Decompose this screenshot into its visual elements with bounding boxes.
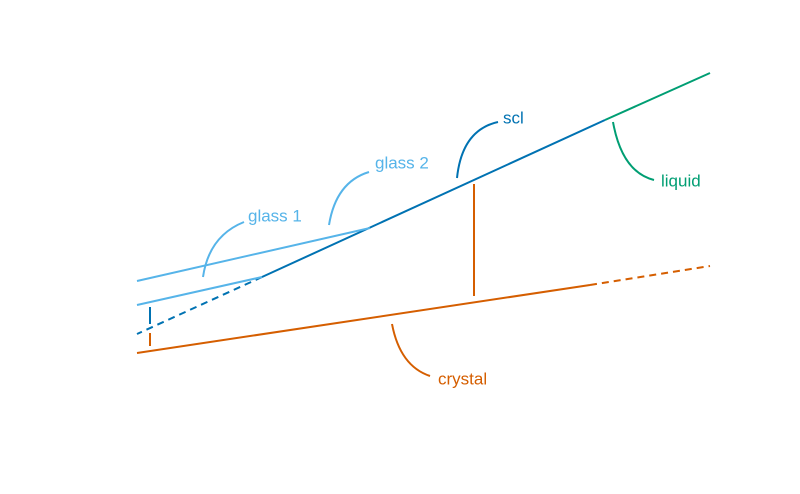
pointer: [202, 221, 245, 278]
scl-line: [261, 119, 606, 278]
glass-2-line: [136, 227, 371, 282]
pointers: [202, 121, 655, 377]
label: liquid: [661, 171, 701, 190]
pointer: [612, 121, 655, 181]
scl-extrapolation: [136, 276, 263, 335]
crystal-line: [136, 284, 591, 354]
label: glass 1: [248, 206, 302, 225]
liquid-line: [604, 72, 711, 121]
pointer: [391, 323, 431, 377]
pointer: [328, 171, 370, 226]
label: crystal: [438, 369, 487, 388]
crystal-extrapolation: [589, 265, 711, 286]
pointer: [456, 121, 499, 179]
label: glass 2: [375, 153, 429, 172]
glass-1-line: [136, 276, 263, 306]
curves: [136, 72, 711, 354]
label: scl: [503, 108, 524, 127]
